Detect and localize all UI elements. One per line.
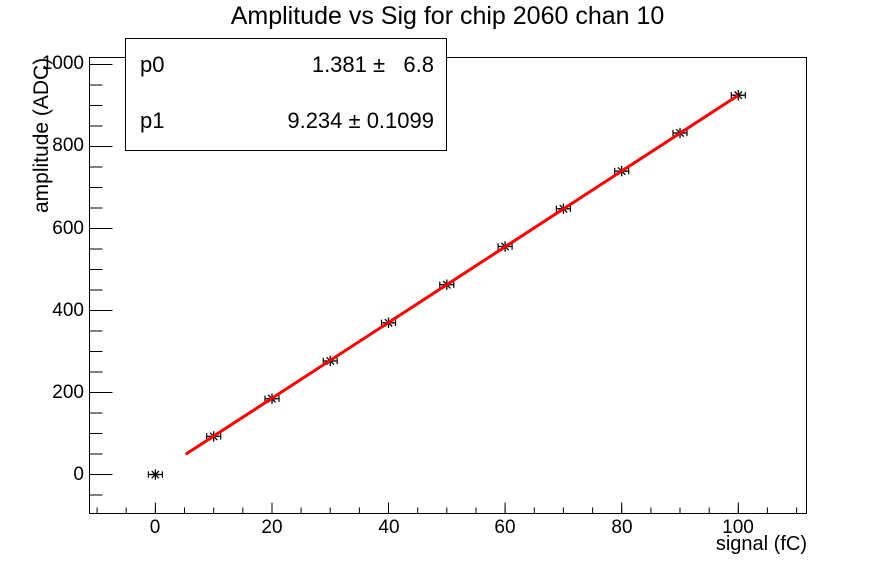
stats-row-p0: p0 1.381 ± 6.8 bbox=[140, 52, 434, 78]
data-point bbox=[147, 469, 163, 480]
x-tick-label: 60 bbox=[494, 517, 516, 538]
y-tick-label: 200 bbox=[52, 382, 84, 403]
x-tick-label: 40 bbox=[378, 517, 400, 538]
x-tick-label: 100 bbox=[722, 517, 754, 538]
y-tick-label: 400 bbox=[52, 300, 84, 321]
y-axis-title: amplitude (ADC) bbox=[30, 57, 53, 213]
stats-row-p1: p1 9.234 ± 0.1099 bbox=[140, 108, 434, 134]
y-tick-label: 1000 bbox=[41, 53, 84, 74]
data-point bbox=[730, 90, 746, 101]
plot-frame bbox=[89, 57, 807, 514]
fit-line bbox=[184, 94, 740, 456]
fit-stats-box: p0 1.381 ± 6.8 p1 9.234 ± 0.1099 bbox=[125, 38, 447, 151]
x-tick-label: 20 bbox=[261, 517, 283, 538]
x-tick-label: 0 bbox=[149, 517, 161, 538]
param-p0-value: 1.381 ± 6.8 bbox=[311, 52, 434, 77]
param-p1-name: p1 bbox=[140, 108, 165, 133]
y-tick-label: 0 bbox=[73, 464, 84, 485]
param-p0-name: p0 bbox=[140, 52, 165, 77]
x-tick-label: 80 bbox=[611, 517, 633, 538]
y-tick-label: 800 bbox=[52, 135, 84, 156]
param-p1-value: 9.234 ± 0.1099 bbox=[287, 108, 434, 133]
chart-title: Amplitude vs Sig for chip 2060 chan 10 bbox=[230, 2, 665, 30]
y-tick-label: 600 bbox=[52, 218, 84, 239]
x-axis-title: signal (fC) bbox=[715, 533, 807, 555]
